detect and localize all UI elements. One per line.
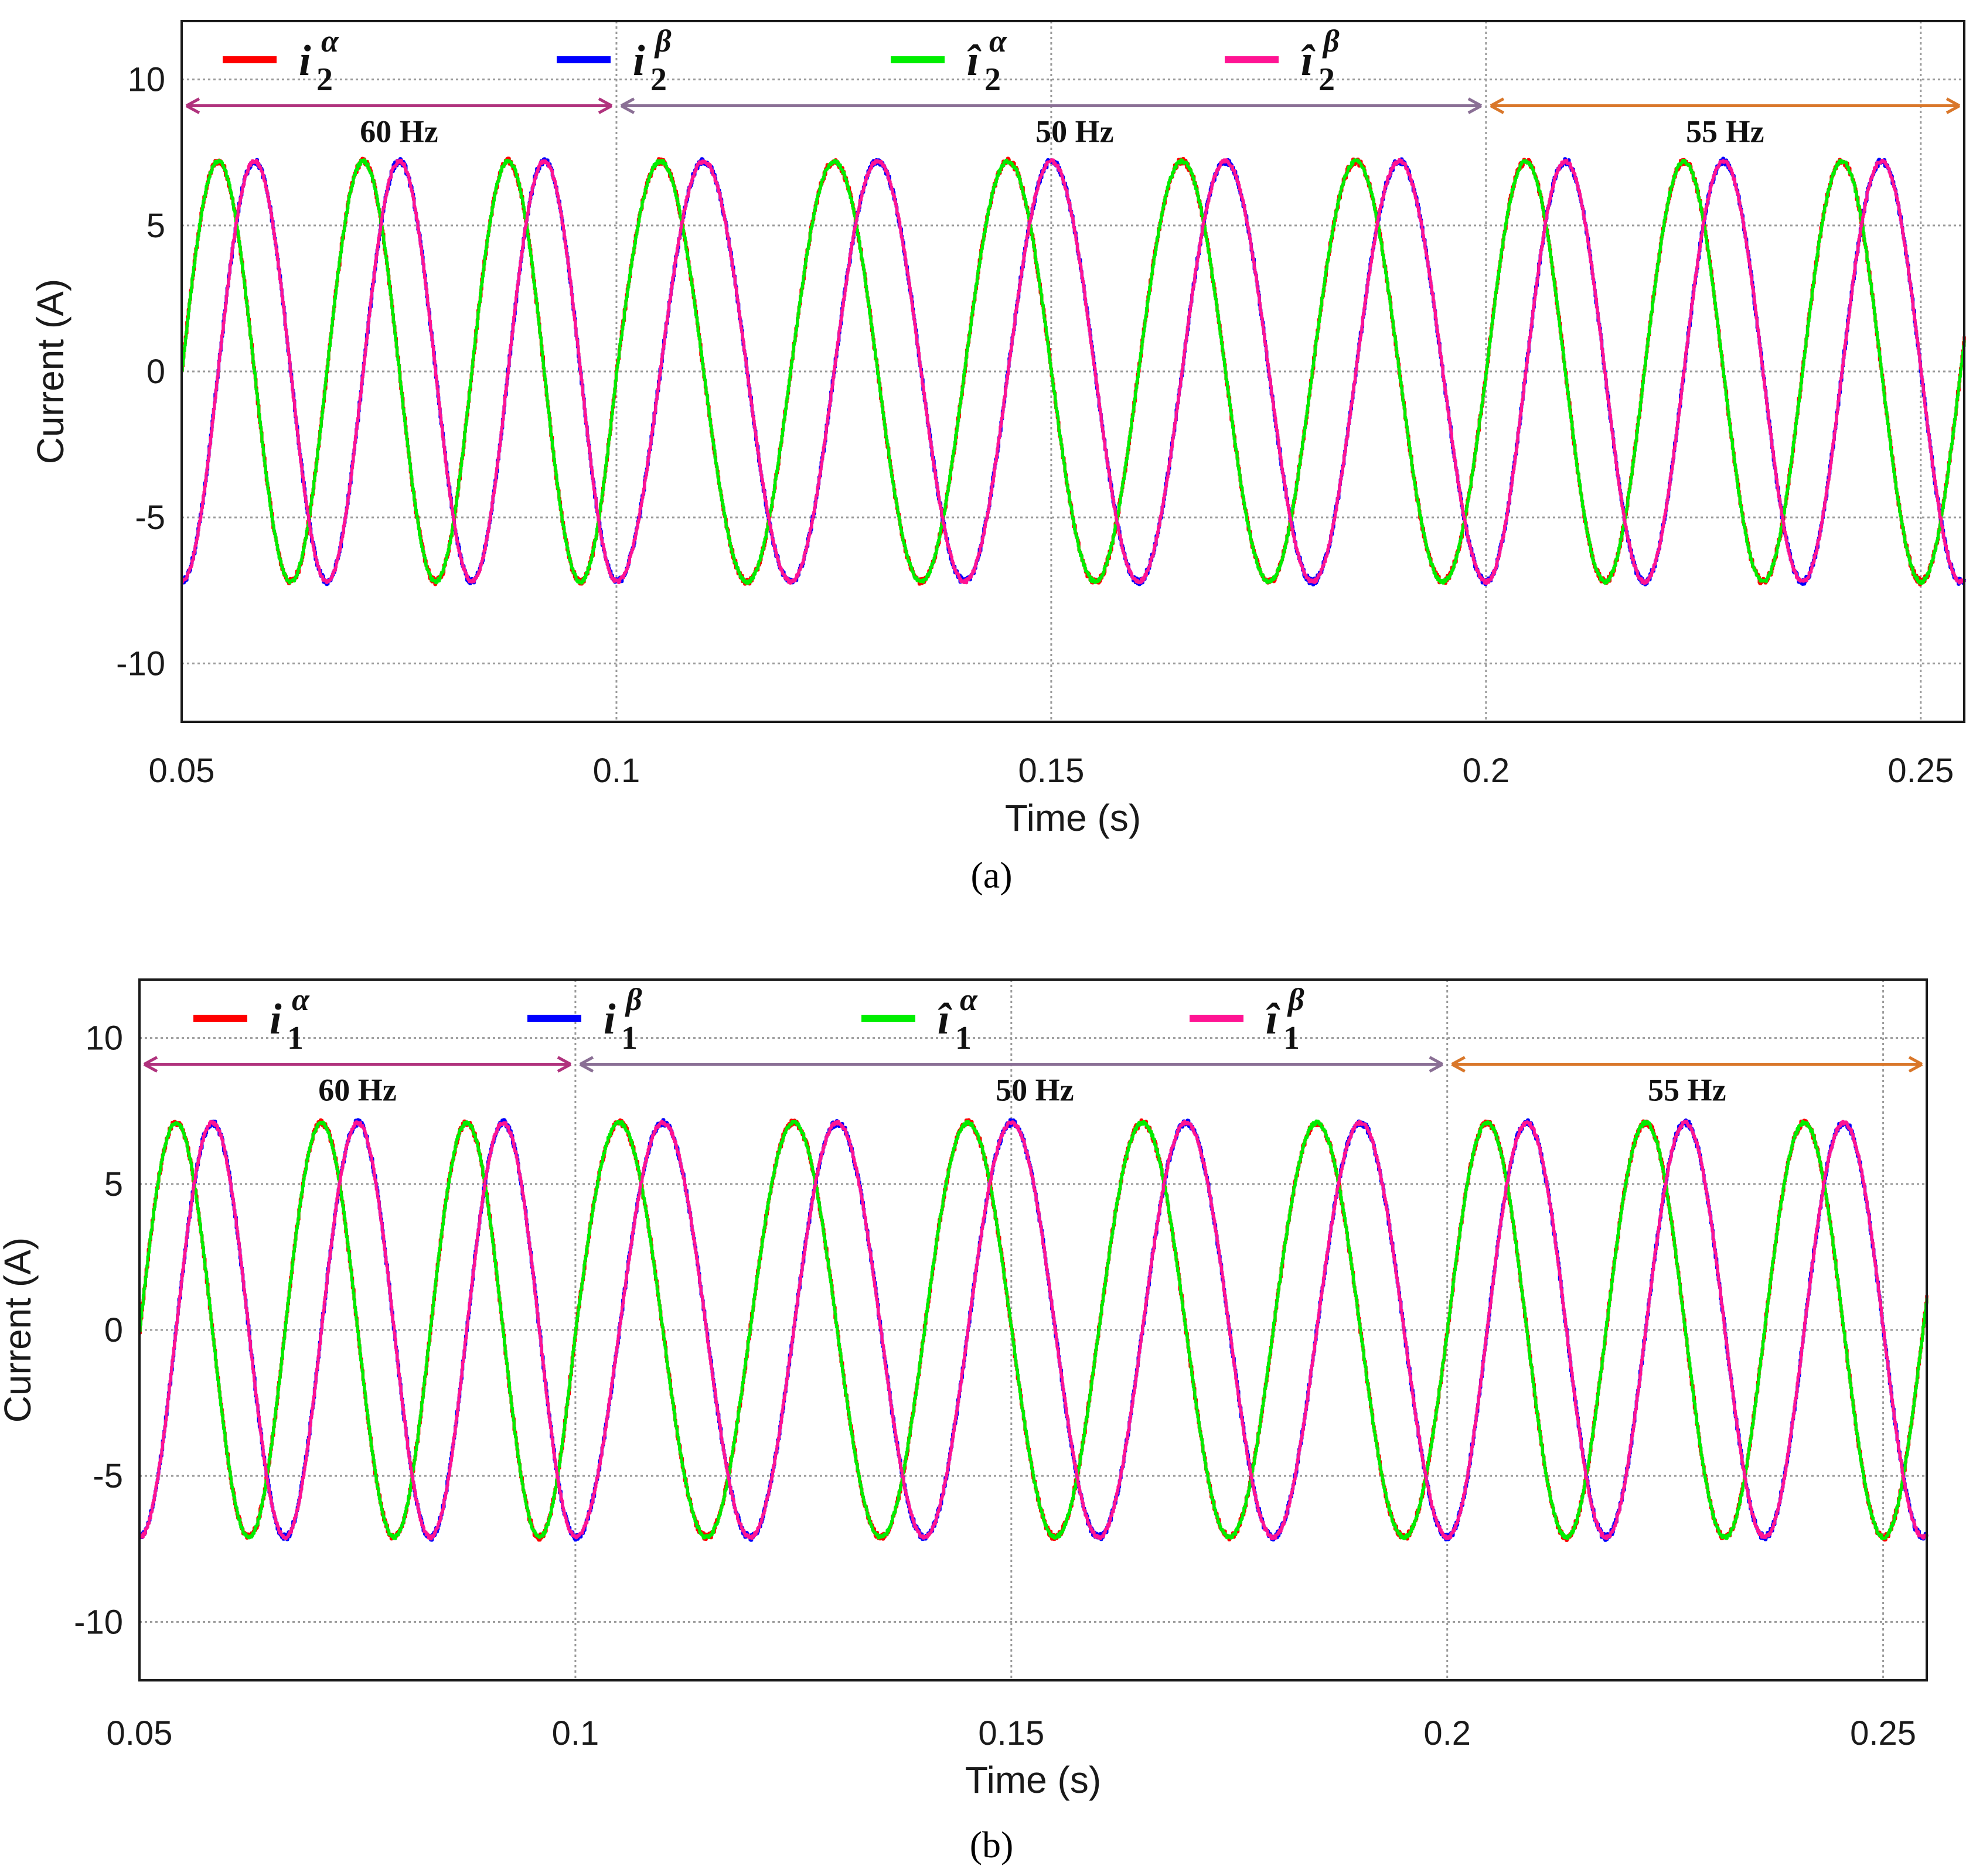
legend-subscript: 2 [650,62,667,98]
legend-superscript: β [625,982,642,1017]
arrow-head-left [185,97,200,114]
legend-superscript: β [1322,23,1340,59]
legend-subscript: 1 [287,1020,304,1056]
legend-subscript: 1 [621,1020,638,1056]
y-tick-label: 5 [146,207,165,245]
legend-superscript: β [1287,982,1304,1017]
legend-symbol: i [633,37,645,85]
legend-superscript: β [654,23,672,59]
arrow-head-right [557,1056,572,1073]
y-tick-label: 10 [85,1019,123,1058]
y-tick-label: -10 [74,1603,123,1641]
plot-frame [138,978,1928,1681]
y-tick-label: 10 [127,61,165,99]
legend-symbol: î [1301,37,1316,85]
frequency-label: 60 Hz [318,1073,396,1108]
legend-superscript: α [989,23,1007,59]
series-line-alpha-estimate [180,158,1966,585]
x-axis-label: Time (s) [965,1759,1101,1801]
arrow-head-right [1467,97,1483,114]
legend-subscript: 2 [1318,62,1335,98]
y-tick-label: 0 [146,353,165,391]
y-tick-label: 0 [104,1311,123,1349]
y-tick-label: -10 [116,644,165,683]
x-tick-label: 0.15 [1018,752,1084,790]
x-tick-label: 0.15 [978,1714,1044,1752]
legend-symbol: i [270,995,282,1043]
x-tick-label: 0.25 [1850,1714,1916,1752]
legend-symbol: î [938,995,952,1043]
arrow-head-right [1429,1056,1443,1073]
frequency-label: 50 Hz [996,1073,1074,1108]
y-tick-label: 5 [104,1165,123,1203]
legend-subscript: 2 [984,62,1001,98]
x-tick-label: 0.05 [149,752,215,790]
legend-superscript: α [292,982,310,1017]
legend-symbol: î [967,37,982,85]
panel-caption: (a) [970,854,1012,896]
x-tick-label: 0.25 [1887,752,1954,790]
x-tick-label: 0.2 [1423,1714,1471,1752]
legend-symbol: i [604,995,616,1043]
arrow-head-left [143,1056,158,1073]
arrow-head-left [1451,1056,1466,1073]
panel-caption: (b) [970,1824,1014,1865]
arrow-head-left [579,1056,594,1073]
x-tick-label: 0.05 [107,1714,173,1752]
arrow-head-left [1490,97,1505,114]
chart-panel-b: 60 Hz 50 Hz 55 Hzi 1α i 1β î 1α î 1β1050-5-100.05… [0,978,1929,1865]
arrow-head-right [1908,1056,1923,1073]
x-tick-label: 0.2 [1463,752,1510,790]
legend-superscript: α [321,23,339,59]
y-axis-label: Current (A) [29,279,71,465]
x-tick-label: 0.1 [552,1714,599,1752]
plot-frame [180,20,1965,723]
frequency-label: 55 Hz [1648,1073,1726,1108]
y-tick-label: -5 [93,1457,123,1495]
series-line-beta-estimate [180,158,1966,585]
chart-panel-a: 60 Hz 50 Hz 55 Hzi 2α i 2β î 2α î 2β1050-5-100.05… [29,20,1966,896]
arrow-head-right [1945,97,1961,114]
legend-subscript: 1 [1283,1020,1300,1056]
y-axis-label: Current (A) [0,1237,39,1423]
legend-symbol: î [1266,995,1280,1043]
legend-subscript: 2 [316,62,333,98]
y-tick-label: -5 [135,499,165,537]
x-tick-label: 0.1 [593,752,640,790]
legend-symbol: i [299,37,311,85]
frequency-label: 60 Hz [360,114,438,149]
legend-superscript: α [960,982,978,1017]
series-line-beta-estimate [138,1120,1929,1541]
arrow-head-left [620,97,635,114]
legend-subscript: 1 [955,1020,972,1056]
x-axis-label: Time (s) [1005,797,1141,839]
series-line-alpha-estimate [138,1119,1929,1540]
frequency-label: 55 Hz [1686,114,1764,149]
frequency-label: 50 Hz [1035,114,1113,149]
arrow-head-right [598,97,613,114]
